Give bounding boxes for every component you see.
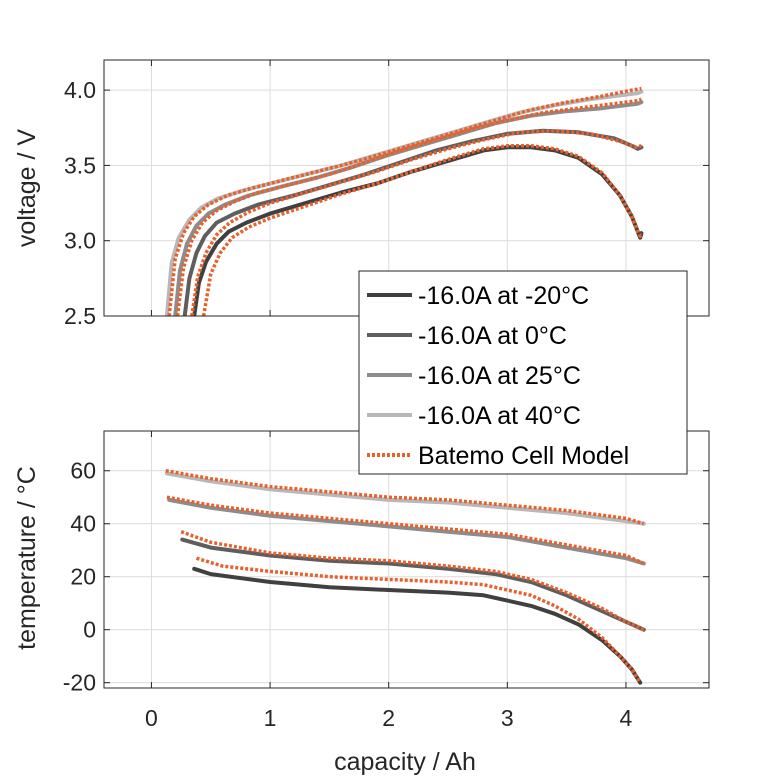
legend-box: [358, 270, 688, 475]
voltage-ytick-label-1: 3.0: [64, 228, 96, 254]
legend-entry-m20: -16.0A at -20°C: [367, 282, 589, 310]
voltage-ytick-label-0: 2.5: [64, 303, 96, 329]
temperature-series-3: [164, 471, 646, 526]
voltage-ytick-label-2: 3.5: [64, 152, 96, 178]
legend-label-m20: -16.0A at -20°C: [418, 282, 589, 310]
temperature-series-0: [192, 566, 643, 685]
temperature-xtick-label-0: 0: [145, 705, 158, 731]
legend-label-25: -16.0A at 25°C: [418, 362, 581, 390]
voltage-axis-label: voltage / V: [13, 129, 41, 247]
temperature-ytick-label-2: 20: [70, 564, 96, 590]
temperature-ytick-label-1: 0: [83, 617, 96, 643]
temperature-ytick-label-4: 60: [70, 458, 96, 484]
legend-entry-0: -16.0A at 0°C: [367, 322, 567, 350]
voltage-series-7-model: [167, 86, 642, 316]
temperature-series-1: [180, 537, 646, 632]
temperature-series-7-model: [165, 468, 645, 526]
temperature-ytick-label-3: 40: [70, 511, 96, 537]
voltage-ytick-label-3: 4.0: [64, 77, 96, 103]
temperature-xtick-label-3: 3: [501, 705, 514, 731]
temperature-ytick-label-0: -20: [63, 670, 96, 696]
legend-entry-model: Batemo Cell Model: [367, 442, 629, 470]
legend: -16.0A at -20°C -16.0A at 0°C -16.0A at …: [358, 270, 688, 475]
voltage-series-6-model: [175, 97, 643, 316]
voltage-panel: 2.5 3.0 3.5 4.0: [64, 59, 710, 329]
temperature-series-group: [164, 468, 646, 685]
voltage-series-0: [192, 145, 644, 316]
legend-label-0: -16.0A at 0°C: [418, 322, 567, 350]
voltage-series-2: [173, 100, 644, 316]
capacity-axis-label: capacity / Ah: [334, 748, 476, 776]
legend-entry-40: -16.0A at 40°C: [367, 402, 581, 430]
temperature-series-5-model: [180, 530, 645, 632]
temperature-axis-label: temperature / °C: [13, 466, 41, 650]
voltage-series-5-model: [190, 129, 642, 316]
temperature-xtick-label-2: 2: [382, 705, 395, 731]
temperature-xtick-label-4: 4: [620, 705, 633, 731]
temperature-series-2: [167, 497, 646, 566]
legend-label-model: Batemo Cell Model: [418, 442, 629, 470]
legend-entry-25: -16.0A at 25°C: [367, 362, 581, 390]
voltage-series-group: [164, 86, 644, 316]
temperature-panel: -20 0 20 40 60 0 1 2 3 4: [63, 430, 710, 731]
legend-label-40: -16.0A at 40°C: [418, 402, 581, 430]
temperature-xtick-label-1: 1: [264, 705, 277, 731]
